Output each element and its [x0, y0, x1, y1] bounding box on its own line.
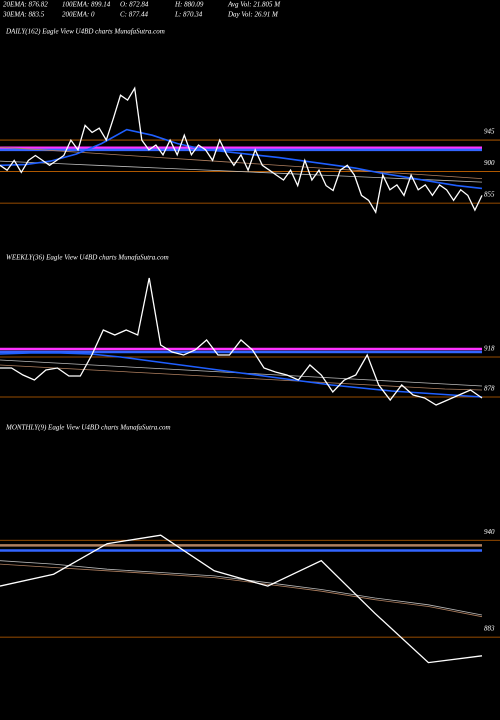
- series-line: [0, 86, 483, 215]
- y-tick-label: 940: [484, 528, 495, 536]
- header-stat: 30EMA: 883.5: [2, 11, 45, 19]
- panel-title: WEEKLY(36) Eagle View U4BD charts Munafa…: [6, 254, 169, 262]
- series-line: [0, 534, 483, 664]
- header-stat: Day Vol: 26.91 M: [227, 11, 279, 19]
- series-line: [0, 277, 483, 406]
- series-line: [0, 146, 483, 179]
- series-line: [0, 160, 483, 183]
- header-stat: C: 877.44: [120, 11, 149, 19]
- header-stat: H: 880.09: [174, 1, 204, 9]
- panel-title: MONTHLY(9) Eagle View U4BD charts Munafa…: [5, 424, 171, 432]
- series-line: [0, 364, 483, 391]
- y-tick-label: 900: [484, 159, 495, 167]
- y-tick-label: 918: [484, 345, 495, 353]
- y-tick-label: 883: [484, 625, 495, 633]
- header-stat: O: 872.84: [120, 1, 149, 9]
- panel-title: DAILY(162) Eagle View U4BD charts Munafa…: [5, 28, 165, 36]
- header-stat: L: 870.34: [174, 11, 203, 19]
- header-stat: 200EMA: 0: [62, 11, 95, 19]
- header-stat: Avg Vol: 21.805 M: [227, 1, 281, 9]
- series-line: [0, 352, 483, 398]
- header-stat: 20EMA: 876.82: [3, 1, 48, 9]
- series-line: [0, 563, 483, 618]
- y-tick-label: 945: [484, 128, 495, 136]
- y-tick-label: 878: [484, 385, 495, 393]
- series-line: [0, 560, 483, 616]
- y-tick-label: 855: [484, 191, 495, 199]
- series-line: [0, 128, 483, 190]
- header-stat: 100EMA: 899.14: [62, 1, 111, 9]
